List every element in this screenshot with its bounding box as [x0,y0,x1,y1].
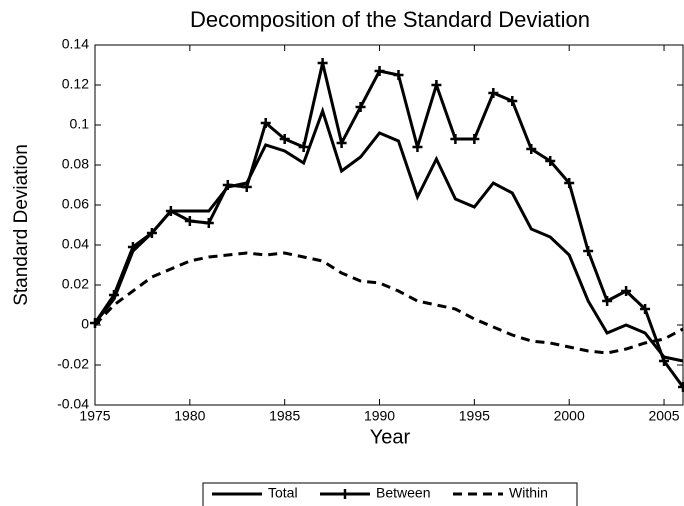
point-marker [336,138,347,148]
point-marker [659,356,670,366]
x-axis-label: Year [370,426,411,448]
point-marker [488,88,499,98]
point-marker [602,296,613,306]
point-marker [412,142,423,152]
y-tick-label: 0.1 [70,116,90,132]
point-marker [450,134,461,144]
y-tick-label: -0.02 [57,356,89,372]
point-marker [241,182,252,192]
point-marker [203,218,214,228]
point-marker [526,144,537,154]
series-line [93,106,684,363]
x-tick-label: 2005 [648,408,679,424]
point-marker [279,134,290,144]
series-line [93,62,684,388]
point-marker [678,382,684,392]
point-marker [469,134,480,144]
point-marker [222,180,233,190]
legend-marker [340,489,350,499]
x-tick-label: 1980 [174,408,205,424]
point-marker [640,304,651,314]
point-marker [545,156,556,166]
point-marker [583,246,594,256]
y-tick-label: 0 [81,316,89,332]
y-axis-label: Standard Deviation [11,144,32,306]
point-marker [298,142,309,152]
y-tick-label: 0.12 [62,76,89,92]
point-marker [108,290,119,300]
chart-title: Decomposition of the Standard Deviation [190,7,590,32]
point-marker [393,70,404,80]
point-marker [507,96,518,106]
y-tick-label: 0.14 [62,36,89,52]
legend-label: Within [509,485,548,501]
point-marker [621,286,632,296]
y-tick-label: -0.04 [57,396,89,412]
point-marker [374,66,385,76]
legend-box [202,482,578,506]
legend-label: Total [268,485,298,501]
y-tick-label: 0.08 [62,156,89,172]
point-marker [355,102,366,112]
point-marker [260,118,271,128]
point-marker [184,216,195,226]
x-tick-label: 1985 [269,408,300,424]
x-tick-label: 1975 [79,408,110,424]
point-marker [146,228,157,238]
x-tick-label: 2000 [554,408,585,424]
point-marker [165,206,176,216]
y-tick-label: 0.02 [62,276,89,292]
x-tick-label: 1995 [459,408,490,424]
series-line [93,251,684,355]
legend-label: Between [376,485,430,501]
point-marker [317,58,328,68]
point-marker [564,178,575,188]
y-tick-label: 0.06 [62,196,89,212]
x-tick-label: 1990 [364,408,395,424]
point-marker [431,80,442,90]
y-tick-label: 0.04 [62,236,89,252]
plot-frame [94,44,684,406]
point-marker [127,242,138,252]
